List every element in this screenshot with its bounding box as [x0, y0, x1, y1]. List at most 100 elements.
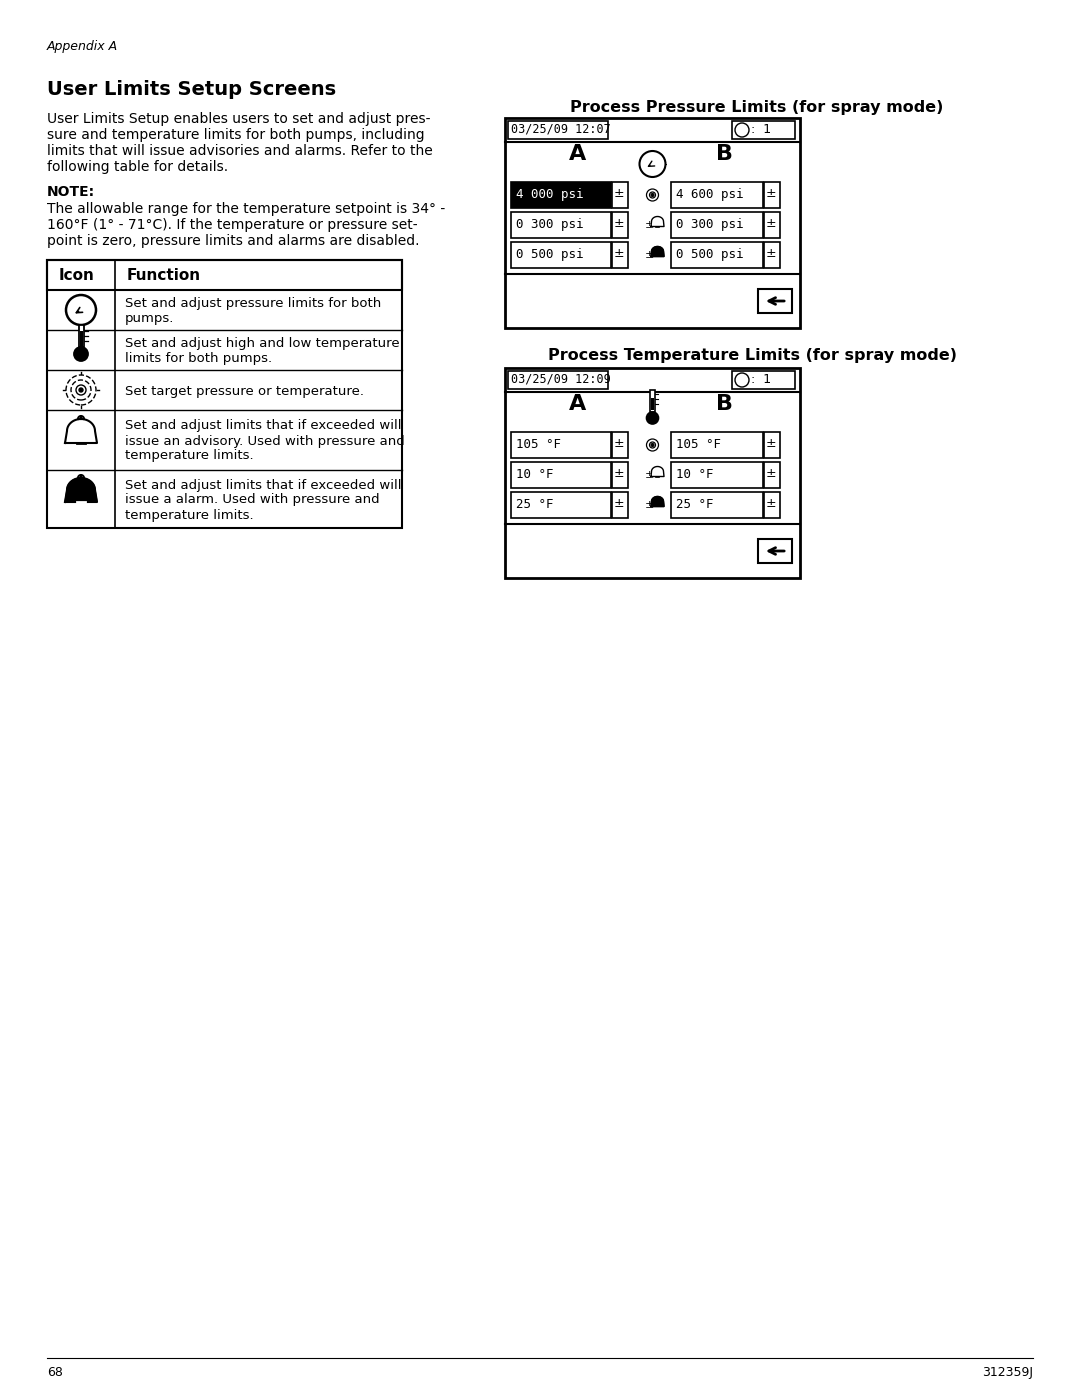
Bar: [671, 492, 762, 518]
Text: limits for both pumps.: limits for both pumps.: [125, 352, 272, 365]
Text: ±: ±: [766, 247, 777, 260]
Text: point is zero, pressure limits and alarms are disabled.: point is zero, pressure limits and alarm…: [48, 235, 419, 249]
Text: ±: ±: [766, 467, 777, 481]
Bar: [651, 398, 654, 409]
Text: Process Pressure Limits (for spray mode): Process Pressure Limits (for spray mode): [570, 101, 943, 115]
Text: :  1: : 1: [751, 123, 771, 136]
Text: NOTE:: NOTE:: [48, 184, 95, 198]
Polygon shape: [65, 478, 97, 502]
Text: ±: ±: [766, 497, 777, 510]
Bar: [79, 326, 83, 346]
Circle shape: [79, 388, 83, 393]
Text: :  1: : 1: [751, 373, 771, 386]
Text: 312359J: 312359J: [982, 1366, 1032, 1379]
Text: Icon: Icon: [59, 268, 95, 284]
Text: 68: 68: [48, 1366, 63, 1379]
Bar: [650, 390, 654, 412]
Bar: [508, 372, 608, 388]
Text: Set target pressure or temperature.: Set target pressure or temperature.: [125, 384, 364, 398]
Text: temperature limits.: temperature limits.: [125, 450, 254, 462]
Bar: [511, 212, 611, 237]
Bar: [511, 242, 611, 268]
Text: pumps.: pumps.: [125, 312, 174, 326]
Polygon shape: [651, 467, 664, 476]
Bar: [764, 212, 780, 237]
Bar: [511, 432, 611, 458]
Text: Set and adjust pressure limits for both: Set and adjust pressure limits for both: [125, 298, 381, 310]
Text: A: A: [569, 144, 586, 163]
Text: 105 °F: 105 °F: [516, 439, 561, 451]
Bar: [764, 432, 780, 458]
Text: ±: ±: [766, 187, 777, 200]
Bar: [612, 212, 627, 237]
Circle shape: [735, 373, 750, 387]
Text: Process Temperature Limits (for spray mode): Process Temperature Limits (for spray mo…: [548, 348, 957, 363]
Text: Set and adjust limits that if exceeded will: Set and adjust limits that if exceeded w…: [125, 419, 402, 433]
Bar: [511, 492, 611, 518]
Text: B: B: [716, 144, 733, 163]
Bar: [758, 539, 792, 563]
Text: ±: ±: [615, 247, 624, 260]
Text: temperature limits.: temperature limits.: [125, 509, 254, 521]
Bar: [48, 260, 402, 528]
Bar: [612, 432, 627, 458]
Circle shape: [639, 151, 665, 177]
Text: 4 600 psi: 4 600 psi: [675, 189, 743, 201]
Bar: [48, 260, 402, 291]
Polygon shape: [65, 419, 97, 443]
Circle shape: [735, 123, 750, 137]
Circle shape: [647, 412, 659, 425]
Text: 0 500 psi: 0 500 psi: [516, 249, 583, 261]
Bar: [505, 117, 800, 328]
Text: ±: ±: [615, 437, 624, 450]
Bar: [508, 122, 608, 138]
Text: 25 °F: 25 °F: [675, 497, 713, 511]
Text: 0 500 psi: 0 500 psi: [675, 249, 743, 261]
Bar: [764, 492, 780, 518]
Text: ±: ±: [615, 217, 624, 231]
Text: User Limits Setup enables users to set and adjust pres-: User Limits Setup enables users to set a…: [48, 112, 431, 126]
Polygon shape: [651, 246, 664, 257]
Text: 105 °F: 105 °F: [675, 439, 720, 451]
Circle shape: [651, 194, 654, 197]
Text: limits that will issue advisories and alarms. Refer to the: limits that will issue advisories and al…: [48, 144, 433, 158]
Text: Function: Function: [127, 268, 201, 284]
Text: Set and adjust limits that if exceeded will: Set and adjust limits that if exceeded w…: [125, 479, 402, 492]
Text: 03/25/09 12:09: 03/25/09 12:09: [511, 373, 611, 386]
Text: issue an advisory. Used with pressure and: issue an advisory. Used with pressure an…: [125, 434, 405, 447]
Bar: [80, 331, 82, 346]
Text: 0 300 psi: 0 300 psi: [516, 218, 583, 231]
Circle shape: [66, 295, 96, 326]
Bar: [764, 242, 780, 268]
Text: 0 300 psi: 0 300 psi: [675, 218, 743, 231]
Text: ±: ±: [645, 250, 653, 260]
Text: ±: ±: [615, 187, 624, 200]
Text: ±: ±: [615, 467, 624, 481]
Bar: [612, 182, 627, 208]
Bar: [764, 462, 780, 488]
Bar: [612, 462, 627, 488]
Text: 03/25/09 12:07: 03/25/09 12:07: [511, 123, 611, 136]
Bar: [732, 372, 795, 388]
Text: ±: ±: [766, 217, 777, 231]
Text: B: B: [716, 394, 733, 414]
Text: Set and adjust high and low temperature: Set and adjust high and low temperature: [125, 337, 400, 351]
Bar: [671, 242, 762, 268]
Bar: [671, 462, 762, 488]
Text: A: A: [569, 394, 586, 414]
Bar: [511, 462, 611, 488]
Bar: [505, 367, 800, 578]
Text: ±: ±: [615, 497, 624, 510]
Text: following table for details.: following table for details.: [48, 161, 228, 175]
Text: 10 °F: 10 °F: [675, 468, 713, 481]
Text: ±: ±: [645, 469, 653, 481]
Circle shape: [75, 346, 87, 360]
Bar: [758, 289, 792, 313]
Text: ±: ±: [766, 437, 777, 450]
Text: Appendix A: Appendix A: [48, 41, 118, 53]
Polygon shape: [651, 217, 664, 226]
Text: 10 °F: 10 °F: [516, 468, 554, 481]
Text: 160°F (1° - 71°C). If the temperature or pressure set-: 160°F (1° - 71°C). If the temperature or…: [48, 218, 418, 232]
Bar: [511, 182, 611, 208]
Bar: [671, 212, 762, 237]
